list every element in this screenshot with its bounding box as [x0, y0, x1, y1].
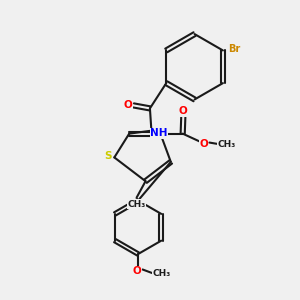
Text: O: O [179, 106, 188, 116]
Text: S: S [104, 151, 112, 161]
Text: O: O [124, 100, 133, 110]
Text: O: O [132, 266, 141, 276]
Text: O: O [199, 139, 208, 149]
Text: CH₃: CH₃ [152, 269, 170, 278]
Text: CH₃: CH₃ [128, 200, 146, 208]
Text: NH: NH [150, 128, 168, 138]
Text: CH₃: CH₃ [218, 140, 236, 148]
Text: Br: Br [228, 44, 240, 54]
